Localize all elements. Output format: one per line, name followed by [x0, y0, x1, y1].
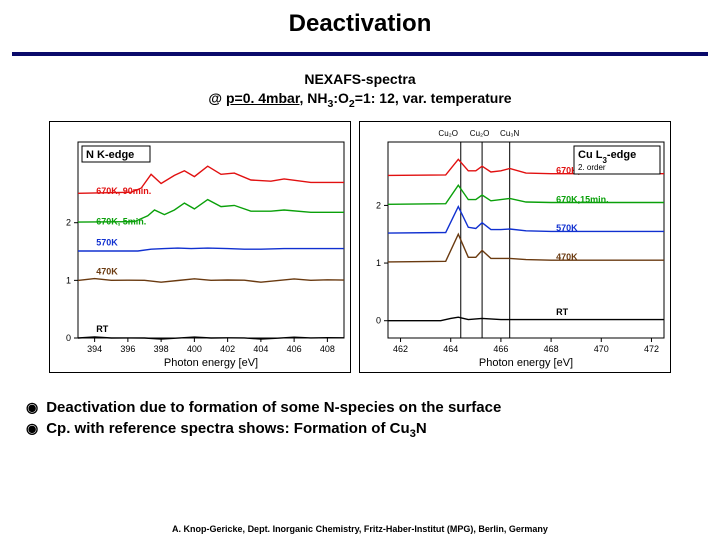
svg-text:402: 402 [220, 344, 235, 354]
svg-text:1: 1 [66, 275, 71, 285]
bullet-1-text: Deactivation due to formation of some N-… [46, 399, 501, 416]
svg-text:Cu₃N: Cu₃N [500, 129, 519, 138]
svg-text:406: 406 [287, 344, 302, 354]
bullet-1: ◉ Deactivation due to formation of some … [26, 399, 700, 416]
svg-text:570K: 570K [556, 223, 578, 233]
svg-text:398: 398 [154, 344, 169, 354]
svg-text:462: 462 [393, 344, 408, 354]
slide-subtitle: NEXAFS-spectra @ p=0. 4mbar, NH3:O2=1: 1… [0, 70, 720, 111]
svg-text:Photon energy [eV]: Photon energy [eV] [479, 357, 573, 369]
slide-title: Deactivation [0, 0, 720, 44]
svg-text:396: 396 [120, 344, 135, 354]
subtitle-line2: @ p=0. 4mbar, NH3:O2=1: 12, var. tempera… [208, 90, 511, 106]
svg-text:Photon energy [eV]: Photon energy [eV] [164, 357, 258, 369]
svg-text:0: 0 [66, 333, 71, 343]
svg-text:Cu₂O: Cu₂O [470, 129, 490, 138]
svg-text:Cu₂O: Cu₂O [438, 129, 458, 138]
svg-text:2. order: 2. order [578, 163, 606, 172]
svg-text:466: 466 [493, 344, 508, 354]
svg-text:470: 470 [594, 344, 609, 354]
title-rule [12, 52, 708, 56]
svg-text:N K-edge: N K-edge [86, 149, 134, 161]
chart-cu-l3-edge: 670K, 70min.670K,15min.570K470KRT4624644… [359, 121, 671, 373]
svg-text:470K: 470K [96, 266, 118, 276]
svg-text:RT: RT [96, 324, 108, 334]
svg-text:570K: 570K [96, 238, 118, 248]
footer-attribution: A. Knop-Gericke, Dept. Inorganic Chemist… [0, 524, 720, 534]
bullet-2-text: Cp. with reference spectra shows: Format… [46, 420, 427, 440]
svg-text:464: 464 [443, 344, 458, 354]
svg-text:2: 2 [66, 218, 71, 228]
svg-text:470K: 470K [556, 252, 578, 262]
svg-text:670K, 90min.: 670K, 90min. [96, 186, 151, 196]
svg-text:468: 468 [544, 344, 559, 354]
charts-row: 670K, 90min. 670K, 5min. 570K 470K RT 394 396 3… [0, 121, 720, 373]
bullet-list: ◉ Deactivation due to formation of some … [26, 399, 700, 440]
svg-text:408: 408 [320, 344, 335, 354]
svg-text:404: 404 [253, 344, 268, 354]
bullet-icon: ◉ [26, 400, 38, 414]
svg-text:1: 1 [376, 258, 381, 268]
svg-text:670K,15min.: 670K,15min. [556, 194, 609, 204]
svg-text:670K, 5min.: 670K, 5min. [96, 216, 146, 226]
svg-text:RT: RT [556, 307, 568, 317]
svg-text:394: 394 [87, 344, 102, 354]
bullet-2: ◉ Cp. with reference spectra shows: Form… [26, 420, 700, 440]
bullet-icon: ◉ [26, 421, 38, 435]
svg-text:472: 472 [644, 344, 659, 354]
svg-text:0: 0 [376, 316, 381, 326]
svg-text:2: 2 [376, 200, 381, 210]
chart-n-k-edge: 670K, 90min. 670K, 5min. 570K 470K RT 394 396 3… [49, 121, 351, 373]
svg-text:400: 400 [187, 344, 202, 354]
subtitle-line1: NEXAFS-spectra [304, 71, 415, 87]
